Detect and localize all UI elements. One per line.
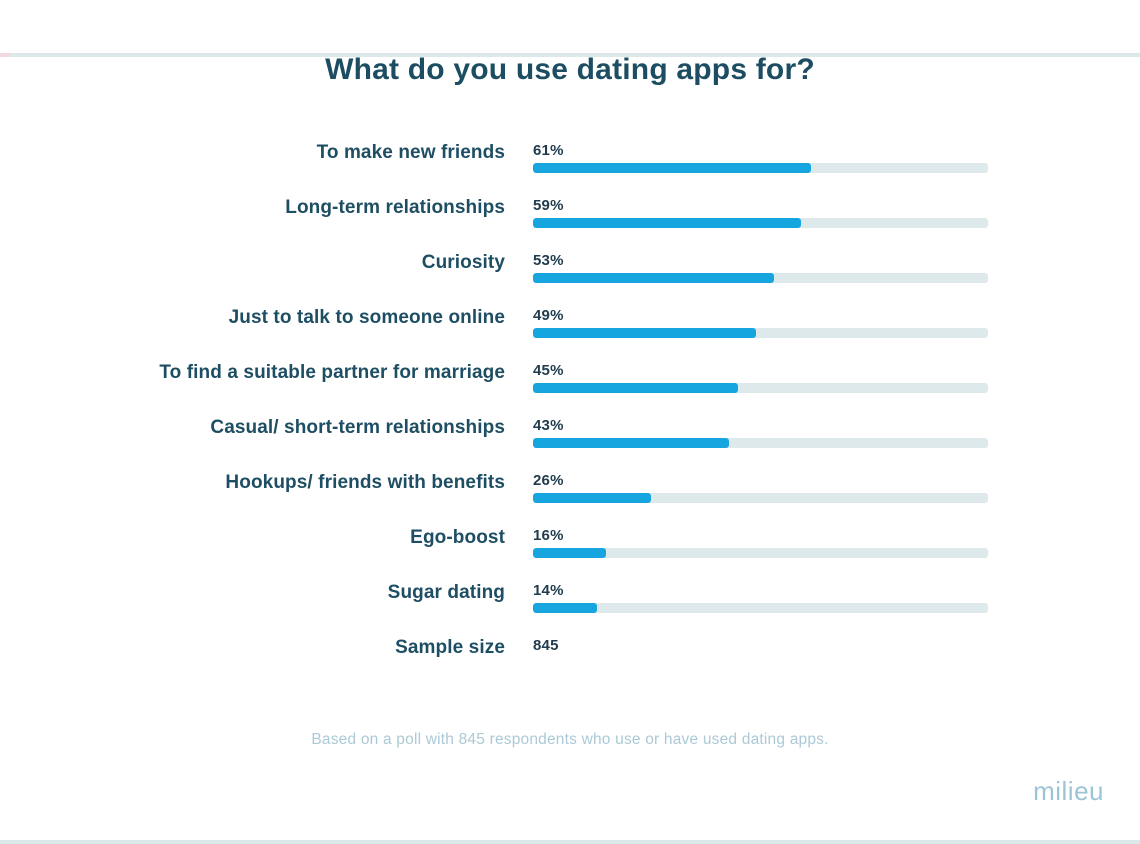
bar-cell: 45% <box>533 363 988 393</box>
chart-row: Curiosity 53% <box>0 252 988 308</box>
category-label: Ego-boost <box>410 527 505 548</box>
bar-fill <box>533 493 652 503</box>
value-label: 845 <box>533 637 559 654</box>
bar-cell: 845 <box>533 638 988 654</box>
footnote: Based on a poll with 845 respondents who… <box>311 731 829 748</box>
chart-row: To make new friends 61% <box>0 142 988 198</box>
bar-track <box>533 548 988 558</box>
category-label: Sugar dating <box>387 582 505 603</box>
bar-track <box>533 273 988 283</box>
value-label: 53% <box>533 252 564 269</box>
category-label: Curiosity <box>421 252 505 273</box>
chart-row: To find a suitable partner for marriage … <box>0 362 988 418</box>
value-label: 45% <box>533 362 564 379</box>
bar-fill <box>533 548 606 558</box>
category-label: To find a suitable partner for marriage <box>159 362 505 383</box>
bar-cell: 16% <box>533 528 988 558</box>
chart-row: Ego-boost 16% <box>0 527 988 583</box>
bar-track <box>533 603 988 613</box>
chart-row: Just to talk to someone online 49% <box>0 307 988 363</box>
category-label: Long-term relationships <box>285 197 505 218</box>
bar-track <box>533 328 988 338</box>
category-label: Hookups/ friends with benefits <box>225 472 505 493</box>
bar-cell: 43% <box>533 418 988 448</box>
bar-cell: 61% <box>533 143 988 173</box>
bottom-edge-strip <box>0 840 1140 844</box>
value-label: 49% <box>533 307 564 324</box>
chart-row: Sample size 845 <box>0 637 988 693</box>
value-label: 26% <box>533 472 564 489</box>
bar-track <box>533 383 988 393</box>
top-edge-strip <box>0 53 1140 57</box>
chart-row: Long-term relationships 59% <box>0 197 988 253</box>
bar-cell: 49% <box>533 308 988 338</box>
value-label: 59% <box>533 197 564 214</box>
bar-track <box>533 438 988 448</box>
bar-track <box>533 218 988 228</box>
value-label: 43% <box>533 417 564 434</box>
bar-fill <box>533 273 775 283</box>
bar-fill <box>533 383 738 393</box>
category-label: Just to talk to someone online <box>228 307 505 328</box>
value-label: 14% <box>533 582 564 599</box>
bar-fill <box>533 218 802 228</box>
bar-fill <box>533 328 756 338</box>
chart-title: What do you use dating apps for? <box>325 53 815 86</box>
bar-fill <box>533 438 729 448</box>
bar-track <box>533 493 988 503</box>
bar-cell: 26% <box>533 473 988 503</box>
chart-row: Hookups/ friends with benefits 26% <box>0 472 988 528</box>
top-edge-pink-accent <box>0 53 10 57</box>
bar-track <box>533 163 988 173</box>
infographic-card: What do you use dating apps for? To make… <box>0 53 1140 844</box>
category-label: Casual/ short-term relationships <box>210 417 505 438</box>
bar-fill <box>533 603 597 613</box>
chart-row: Casual/ short-term relationships 43% <box>0 417 988 473</box>
bar-cell: 59% <box>533 198 988 228</box>
category-label: Sample size <box>395 637 505 658</box>
value-label: 61% <box>533 142 564 159</box>
chart-row: Sugar dating 14% <box>0 582 988 638</box>
bar-cell: 14% <box>533 583 988 613</box>
bar-cell: 53% <box>533 253 988 283</box>
bar-chart: To make new friends 61% Long-term relati… <box>0 142 988 693</box>
bar-fill <box>533 163 811 173</box>
value-label: 16% <box>533 527 564 544</box>
brand-logo: milieu <box>1033 776 1104 806</box>
category-label: To make new friends <box>316 142 505 163</box>
